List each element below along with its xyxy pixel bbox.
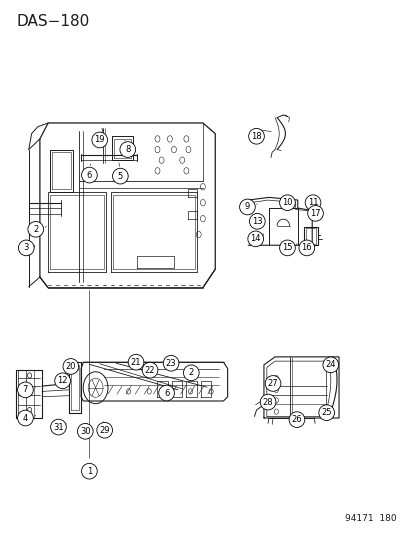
Text: 3: 3 bbox=[24, 244, 29, 253]
Ellipse shape bbox=[55, 373, 70, 389]
Ellipse shape bbox=[260, 394, 275, 410]
Text: 19: 19 bbox=[94, 135, 105, 144]
Text: 16: 16 bbox=[301, 244, 311, 253]
Text: 2: 2 bbox=[33, 225, 38, 234]
Ellipse shape bbox=[97, 422, 112, 438]
Ellipse shape bbox=[77, 423, 93, 439]
Ellipse shape bbox=[81, 463, 97, 479]
Ellipse shape bbox=[92, 132, 107, 148]
Ellipse shape bbox=[279, 240, 294, 256]
Text: 25: 25 bbox=[320, 408, 331, 417]
Text: 26: 26 bbox=[291, 415, 301, 424]
Text: 9: 9 bbox=[244, 203, 249, 212]
Ellipse shape bbox=[183, 365, 199, 381]
Text: 31: 31 bbox=[53, 423, 64, 432]
Ellipse shape bbox=[63, 359, 78, 374]
Text: 1: 1 bbox=[87, 467, 92, 475]
Ellipse shape bbox=[19, 240, 34, 256]
Text: 10: 10 bbox=[282, 198, 292, 207]
Text: 18: 18 bbox=[251, 132, 261, 141]
Ellipse shape bbox=[247, 231, 263, 247]
Ellipse shape bbox=[50, 419, 66, 435]
Ellipse shape bbox=[158, 385, 174, 401]
Text: 7: 7 bbox=[23, 385, 28, 394]
Ellipse shape bbox=[249, 214, 265, 229]
Text: 20: 20 bbox=[65, 362, 76, 371]
Ellipse shape bbox=[248, 128, 264, 144]
Text: 29: 29 bbox=[99, 426, 110, 435]
Text: 14: 14 bbox=[250, 235, 260, 244]
Ellipse shape bbox=[142, 362, 157, 378]
Text: 27: 27 bbox=[267, 379, 278, 388]
Text: 23: 23 bbox=[165, 359, 176, 368]
Text: 17: 17 bbox=[309, 209, 320, 218]
Ellipse shape bbox=[18, 382, 33, 398]
Text: 5: 5 bbox=[117, 172, 123, 181]
Text: 24: 24 bbox=[325, 360, 335, 369]
Ellipse shape bbox=[128, 354, 144, 370]
Text: 8: 8 bbox=[125, 145, 130, 154]
Text: 6: 6 bbox=[164, 389, 169, 398]
Text: 6: 6 bbox=[86, 171, 92, 180]
Text: 30: 30 bbox=[80, 427, 90, 436]
Text: 4: 4 bbox=[23, 414, 28, 423]
Text: 12: 12 bbox=[57, 376, 68, 385]
Ellipse shape bbox=[322, 357, 338, 373]
Ellipse shape bbox=[265, 376, 280, 391]
Ellipse shape bbox=[81, 167, 97, 183]
Ellipse shape bbox=[239, 199, 255, 215]
Text: DAS−180: DAS−180 bbox=[17, 14, 89, 29]
Ellipse shape bbox=[304, 195, 320, 211]
Text: 13: 13 bbox=[252, 217, 262, 226]
Ellipse shape bbox=[112, 168, 128, 184]
Ellipse shape bbox=[163, 356, 178, 371]
Ellipse shape bbox=[18, 410, 33, 426]
Ellipse shape bbox=[28, 221, 43, 237]
Ellipse shape bbox=[120, 142, 135, 157]
Ellipse shape bbox=[307, 206, 323, 221]
Text: 22: 22 bbox=[145, 366, 155, 375]
Text: 21: 21 bbox=[131, 358, 141, 367]
Ellipse shape bbox=[279, 195, 294, 211]
Ellipse shape bbox=[298, 240, 314, 256]
Text: 2: 2 bbox=[188, 368, 193, 377]
Text: 11: 11 bbox=[307, 198, 318, 207]
Ellipse shape bbox=[288, 412, 304, 427]
Ellipse shape bbox=[318, 405, 334, 421]
Text: 94171  180: 94171 180 bbox=[344, 514, 396, 523]
Text: 15: 15 bbox=[282, 244, 292, 253]
Text: 28: 28 bbox=[262, 398, 273, 407]
